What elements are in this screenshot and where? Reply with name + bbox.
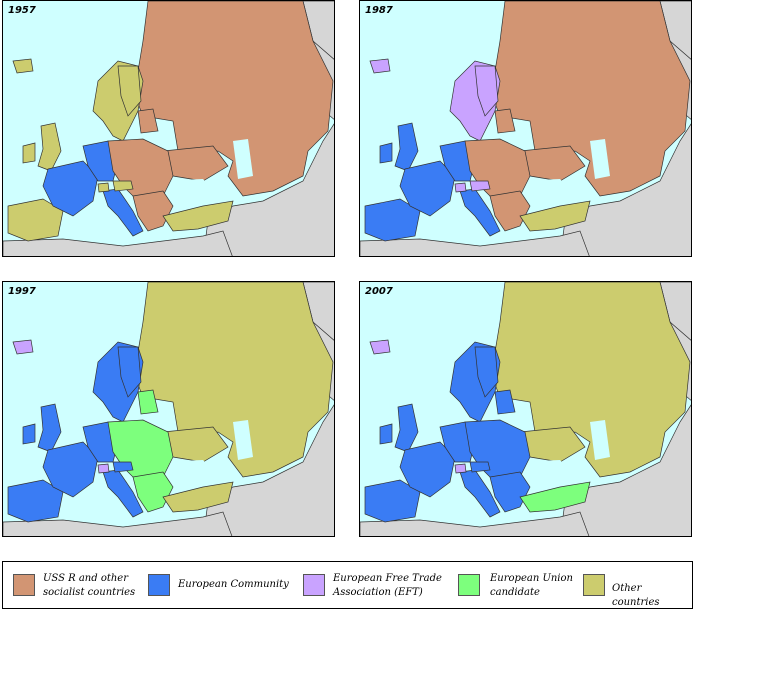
map-1997-drawing — [3, 282, 334, 536]
region-austria — [112, 180, 134, 192]
region-austria — [469, 180, 491, 192]
region-turkey — [162, 200, 234, 232]
map-1987-drawing — [360, 1, 691, 256]
region-sea2 — [233, 139, 253, 179]
map-2007: 2007 — [359, 281, 692, 537]
region-austria — [112, 461, 134, 473]
map-1957-drawing — [3, 1, 334, 256]
region-iceland — [12, 58, 34, 74]
region-britain — [37, 122, 62, 172]
region-finland — [117, 65, 142, 117]
region-ireland — [379, 142, 393, 164]
legend-swatch-ec — [148, 574, 170, 596]
region-ireland — [22, 423, 36, 445]
legend-label-other: Other countries — [612, 583, 660, 608]
region-finland — [117, 346, 142, 398]
region-switzerland — [97, 182, 110, 193]
region-britain — [37, 403, 62, 453]
region-italy — [102, 469, 144, 518]
region-france — [42, 441, 99, 498]
map-1957: 1957 — [2, 0, 335, 257]
region-switzerland — [454, 463, 467, 474]
map-legend: USS R and other socialist countries Euro… — [2, 561, 693, 609]
region-sea1 — [153, 179, 218, 201]
region-outsideAfrica — [360, 511, 590, 536]
region-sea1 — [510, 460, 575, 482]
legend-label-ec: European Community — [178, 579, 289, 590]
legend-label-ussr: USS R and other socialist countries — [43, 573, 136, 598]
region-iceland — [369, 339, 391, 355]
region-turkey — [162, 481, 234, 513]
region-austria — [469, 461, 491, 473]
legend-swatch-ussr — [13, 574, 35, 596]
region-turkey — [519, 481, 591, 513]
region-baltic — [494, 108, 516, 134]
region-finland — [474, 65, 499, 117]
region-outsideAfrica — [3, 230, 233, 256]
map-1987: 1987 — [359, 0, 692, 257]
region-sea1 — [153, 460, 218, 482]
region-switzerland — [454, 182, 467, 193]
region-britain — [394, 122, 419, 172]
region-baltic — [137, 108, 159, 134]
region-britain — [394, 403, 419, 453]
region-finland — [474, 346, 499, 398]
region-switzerland — [97, 463, 110, 474]
legend-label-candidate: European Union candidate — [490, 573, 573, 598]
region-iberia — [7, 479, 64, 523]
map-year-label: 2007 — [365, 286, 393, 297]
legend-label-efta: European Free Trade Association (EFT) — [333, 573, 442, 598]
region-italy — [102, 188, 144, 237]
region-sea2 — [590, 420, 610, 460]
legend-swatch-efta — [303, 574, 325, 596]
region-france — [42, 160, 99, 217]
region-iceland — [12, 339, 34, 355]
map-2007-drawing — [360, 282, 691, 536]
region-baltic — [494, 389, 516, 415]
region-outsideAfrica — [360, 230, 590, 256]
region-balkans — [132, 190, 174, 232]
region-balkans — [489, 471, 531, 513]
map-year-label: 1987 — [365, 5, 393, 16]
region-iceland — [369, 58, 391, 74]
region-iberia — [364, 479, 421, 523]
region-balkans — [132, 471, 174, 513]
legend-swatch-candidate — [458, 574, 480, 596]
region-iberia — [364, 198, 421, 242]
region-balkans — [489, 190, 531, 232]
region-italy — [459, 469, 501, 518]
region-baltic — [137, 389, 159, 415]
region-france — [399, 441, 456, 498]
map-year-label: 1997 — [8, 286, 36, 297]
map-year-label: 1957 — [8, 5, 36, 16]
region-sea2 — [590, 139, 610, 179]
region-turkey — [519, 200, 591, 232]
region-ireland — [22, 142, 36, 164]
region-france — [399, 160, 456, 217]
region-italy — [459, 188, 501, 237]
map-1997: 1997 — [2, 281, 335, 537]
region-outsideAfrica — [3, 511, 233, 536]
region-iberia — [7, 198, 64, 242]
legend-swatch-other — [583, 574, 605, 596]
region-ireland — [379, 423, 393, 445]
region-sea1 — [510, 179, 575, 201]
region-sea2 — [233, 420, 253, 460]
